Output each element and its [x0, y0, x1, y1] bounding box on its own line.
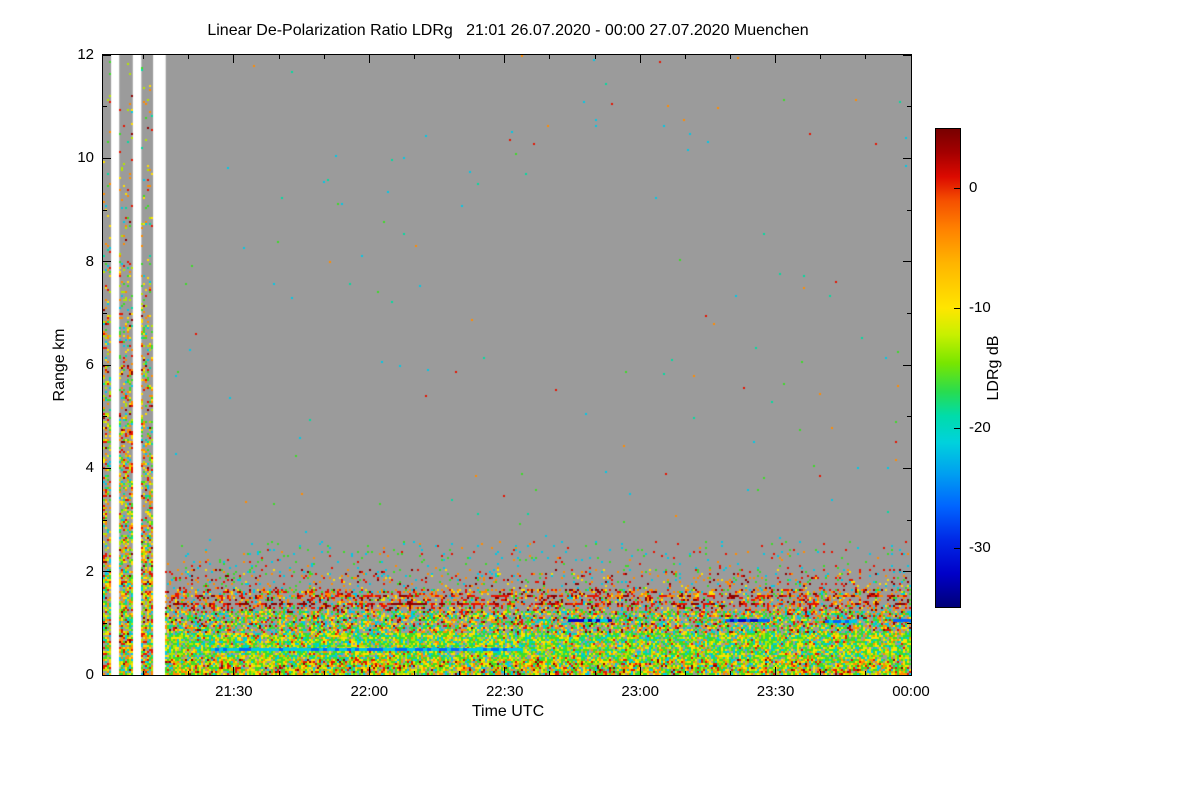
x-axis-label: Time UTC	[471, 703, 545, 720]
y-tick-label: 6	[85, 356, 94, 373]
colorbar-tick	[954, 307, 960, 309]
y-minor-tick-right	[907, 519, 911, 521]
x-minor-tick-top	[278, 55, 280, 59]
x-major-tick-top	[775, 55, 777, 63]
x-minor-tick-top	[820, 55, 822, 59]
y-major-tick-right	[903, 364, 911, 366]
x-minor-tick-top	[188, 55, 190, 59]
x-major-tick	[368, 667, 370, 675]
y-major-tick-right	[903, 157, 911, 159]
x-tick-label: 21:30	[215, 683, 253, 700]
x-major-tick	[775, 667, 777, 675]
x-major-tick	[233, 667, 235, 675]
x-major-tick-top	[233, 55, 235, 63]
y-major-tick-right	[903, 674, 911, 676]
x-major-tick-top	[910, 55, 912, 63]
y-tick-label: 4	[85, 459, 94, 477]
y-minor-tick	[103, 312, 107, 314]
y-minor-tick	[103, 209, 107, 211]
x-minor-tick	[549, 671, 551, 675]
x-minor-tick-top	[323, 55, 325, 59]
colorbar-tick-label: -10	[969, 299, 991, 316]
x-minor-tick	[865, 671, 867, 675]
x-tick-label: 22:30	[485, 683, 524, 700]
y-minor-tick-right	[907, 312, 911, 314]
y-major-tick-right	[903, 571, 911, 573]
y-major-tick	[103, 364, 111, 366]
y-major-tick-right	[903, 54, 911, 56]
y-minor-tick	[103, 519, 107, 521]
x-minor-tick	[594, 671, 596, 675]
y-tick-label: 10	[77, 149, 94, 167]
y-major-tick	[103, 571, 111, 573]
y-major-tick-right	[903, 467, 911, 469]
y-major-tick	[103, 157, 111, 159]
x-minor-tick	[684, 671, 686, 675]
x-minor-tick-top	[865, 55, 867, 59]
colorbar-tick-label: 0	[969, 179, 978, 196]
y-tick-label: 0	[85, 666, 94, 683]
colorbar-label: LDRg dB	[985, 335, 1002, 401]
x-major-tick-top	[368, 55, 370, 63]
x-minor-tick	[188, 671, 190, 675]
colorbar-tick	[954, 187, 960, 189]
x-tick-label: 00:00	[892, 683, 930, 700]
y-tick-label: 8	[85, 252, 94, 270]
y-major-tick	[103, 54, 111, 56]
x-major-tick	[910, 667, 912, 675]
y-major-tick-right	[903, 261, 911, 263]
x-minor-tick-top	[459, 55, 461, 59]
x-major-tick-top	[639, 55, 641, 63]
x-tick-label: 22:00	[350, 683, 389, 700]
x-minor-tick-top	[413, 55, 415, 59]
y-minor-tick-right	[907, 209, 911, 211]
x-major-tick	[504, 667, 506, 675]
x-minor-tick-top	[549, 55, 551, 59]
x-tick-label: 23:00	[621, 683, 659, 700]
x-minor-tick	[413, 671, 415, 675]
colorbar-tick-label: -30	[969, 539, 991, 556]
y-major-tick	[103, 674, 111, 676]
y-minor-tick	[103, 106, 107, 108]
x-minor-tick	[278, 671, 280, 675]
x-minor-tick-top	[729, 55, 731, 59]
x-minor-tick	[323, 671, 325, 675]
x-minor-tick-top	[143, 55, 145, 59]
colorbar-tick	[954, 427, 960, 429]
colorbar-tick-label: -20	[969, 419, 991, 436]
y-minor-tick	[103, 622, 107, 624]
chart-title: Linear De-Polarization Ratio LDRg 21:01 …	[207, 22, 809, 39]
y-tick-label: 2	[85, 562, 94, 580]
y-minor-tick-right	[907, 416, 911, 418]
x-minor-tick-top	[684, 55, 686, 59]
x-minor-tick	[820, 671, 822, 675]
x-major-tick	[639, 667, 641, 675]
y-minor-tick	[103, 416, 107, 418]
y-minor-tick-right	[907, 622, 911, 624]
colorbar-tick	[954, 547, 960, 549]
y-tick-label: 12	[77, 46, 94, 63]
heatmap-canvas	[103, 55, 911, 675]
y-minor-tick-right	[907, 106, 911, 108]
x-minor-tick	[143, 671, 145, 675]
x-major-tick-top	[504, 55, 506, 63]
x-minor-tick	[459, 671, 461, 675]
x-tick-label: 23:30	[756, 683, 795, 700]
y-major-tick	[103, 261, 111, 263]
colorbar-gradient	[935, 128, 961, 608]
x-minor-tick-top	[594, 55, 596, 59]
y-major-tick	[103, 467, 111, 469]
x-minor-tick	[729, 671, 731, 675]
